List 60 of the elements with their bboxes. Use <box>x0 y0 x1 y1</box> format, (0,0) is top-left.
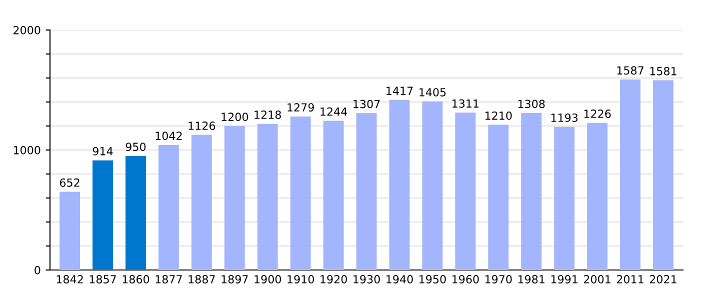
x-tick-label: 1857 <box>90 275 116 284</box>
x-tick-label: 1930 <box>354 275 380 284</box>
x-tick-label: 2021 <box>650 275 676 284</box>
x-tick-label: 1897 <box>222 275 248 284</box>
bar <box>126 156 146 270</box>
x-tick-label: 1950 <box>420 275 446 284</box>
data-label: 1218 <box>254 110 281 119</box>
bar <box>389 100 410 270</box>
bar <box>290 116 311 270</box>
x-tick-label: 1877 <box>156 275 182 284</box>
x-tick-label: 1900 <box>254 275 281 284</box>
bar <box>422 101 443 270</box>
bar <box>620 80 640 270</box>
data-label: 1417 <box>386 86 413 95</box>
bar <box>455 112 476 270</box>
bar <box>521 113 542 270</box>
bar <box>488 124 509 270</box>
x-tick-label: 1970 <box>485 275 512 284</box>
bar <box>224 126 245 270</box>
data-label: 1581 <box>650 66 676 76</box>
data-label: 1200 <box>222 112 248 122</box>
bar <box>257 124 278 270</box>
y-tick-label: 1000 <box>14 146 40 154</box>
bar <box>92 160 113 270</box>
x-tick-label: 1860 <box>122 275 150 284</box>
y-tick-label: 0 <box>34 266 40 274</box>
data-label: 1210 <box>485 111 512 120</box>
bar <box>158 144 179 270</box>
bar <box>554 126 575 270</box>
data-label: 1193 <box>551 114 578 122</box>
bar <box>653 80 674 270</box>
data-label: 1307 <box>354 100 380 108</box>
x-tick-label: 1887 <box>188 275 215 284</box>
x-tick-label: 1910 <box>288 275 314 284</box>
data-label: 1308 <box>518 100 545 108</box>
x-tick-label: 1960 <box>452 275 479 284</box>
x-tick-label: 1842 <box>56 275 83 284</box>
data-label: 1587 <box>617 66 644 75</box>
bar <box>356 113 377 270</box>
x-tick-label: 1981 <box>518 275 544 284</box>
data-label: 1405 <box>420 88 446 96</box>
data-label: 652 <box>60 178 80 187</box>
bar <box>60 192 80 270</box>
x-tick-label: 2011 <box>616 275 644 284</box>
y-tick-label: 2000 <box>14 26 40 34</box>
x-tick-label: 1991 <box>551 275 578 284</box>
bar <box>191 134 212 270</box>
data-label: 914 <box>92 146 113 156</box>
data-label: 1126 <box>188 122 216 130</box>
x-tick-label: 1920 <box>320 275 347 284</box>
data-label: 1244 <box>320 107 348 116</box>
data-label: 1279 <box>288 103 314 112</box>
data-label: 1311 <box>452 99 479 108</box>
data-label: 1226 <box>584 110 611 118</box>
x-tick-label: 2001 <box>584 275 610 284</box>
x-tick-label: 1940 <box>386 275 413 284</box>
data-label: 1042 <box>156 132 182 140</box>
data-label: 950 <box>126 142 146 152</box>
bar <box>323 120 344 270</box>
bar <box>587 122 608 270</box>
